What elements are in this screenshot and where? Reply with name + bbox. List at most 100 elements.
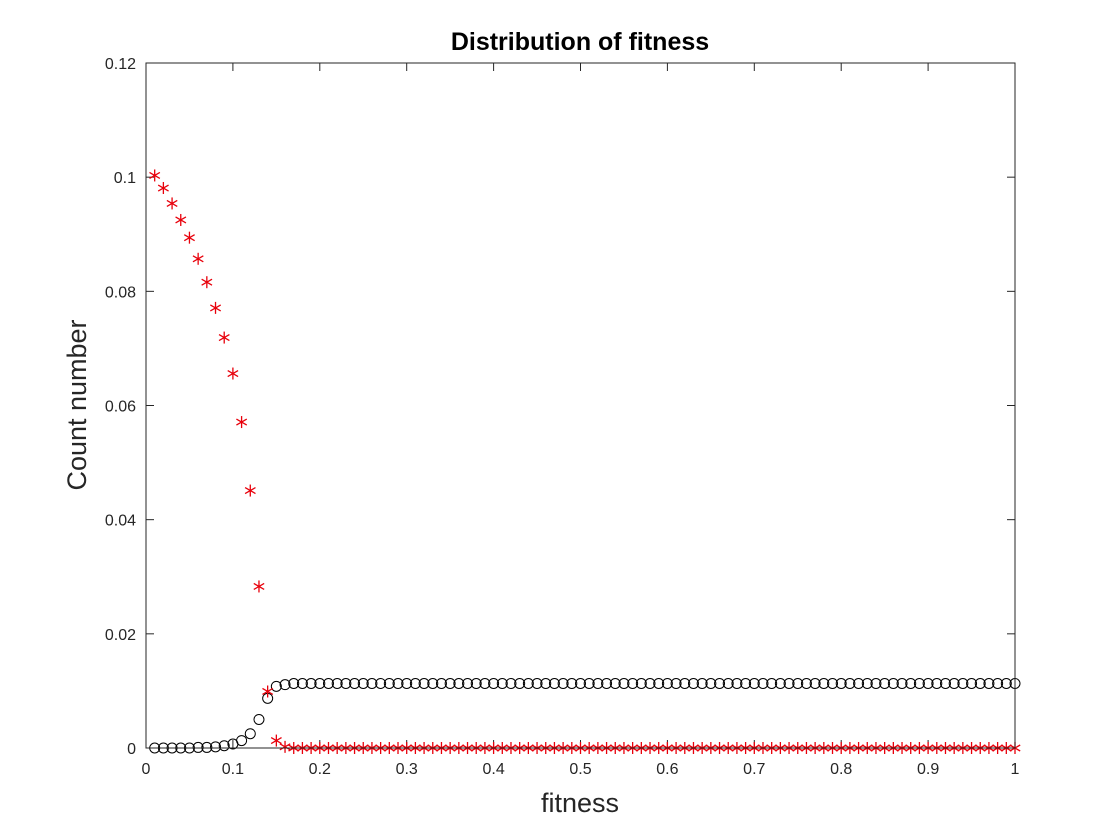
circle-marker-point	[1000, 677, 1012, 689]
x-tick-label: 0.9	[917, 761, 939, 778]
circle-marker-point	[496, 677, 508, 689]
circle-marker-point	[696, 677, 708, 689]
x-tick-label: 0.2	[309, 761, 331, 778]
circle-marker-point	[644, 677, 656, 689]
circle-marker-point	[505, 677, 517, 689]
y-tick-label: 0.06	[105, 399, 136, 416]
circle-marker-point	[687, 677, 699, 689]
circle-marker-point	[748, 677, 760, 689]
circle-marker-point	[818, 677, 830, 689]
circle-marker-point	[253, 713, 265, 725]
circle-marker-point	[462, 677, 474, 689]
circle-marker-point	[861, 677, 873, 689]
circle-marker-point	[740, 677, 752, 689]
circle-marker-point	[757, 677, 769, 689]
circle-marker-point	[896, 677, 908, 689]
x-tick-label: 0.5	[569, 761, 591, 778]
circle-marker-point	[592, 677, 604, 689]
circle-marker-point	[679, 677, 691, 689]
circle-marker-point	[714, 677, 726, 689]
circle-marker-point	[792, 677, 804, 689]
circle-marker-point	[357, 677, 369, 689]
asterisk-marker-point	[175, 213, 187, 226]
circle-marker-point	[383, 677, 395, 689]
circle-marker-point	[635, 677, 647, 689]
circle-marker-point	[557, 677, 569, 689]
circle-marker-point	[540, 677, 552, 689]
circle-marker-point	[618, 677, 630, 689]
x-tick-label: 0.4	[482, 761, 504, 778]
asterisk-marker-point	[201, 276, 213, 289]
circle-marker-point	[435, 677, 447, 689]
circle-marker-point	[270, 680, 282, 692]
circle-marker-point	[627, 677, 639, 689]
circle-marker-point	[427, 677, 439, 689]
circle-marker-point	[800, 677, 812, 689]
circle-marker-point	[844, 677, 856, 689]
circle-marker-point	[349, 677, 361, 689]
x-tick-label: 1	[1011, 761, 1020, 778]
asterisk-marker-point	[244, 484, 256, 497]
circle-marker-point	[453, 677, 465, 689]
circle-marker-point	[340, 677, 352, 689]
circle-marker-point	[957, 677, 969, 689]
asterisk-marker-point	[227, 367, 239, 380]
circle-marker-point	[575, 677, 586, 689]
circle-marker-point	[409, 677, 421, 689]
circle-marker-point	[244, 728, 256, 740]
circle-marker-point	[305, 677, 317, 689]
circle-marker-point	[331, 677, 343, 689]
asterisk-marker-point	[149, 169, 161, 182]
circle-marker-point	[670, 677, 682, 689]
y-axis-label: Count number	[62, 319, 92, 490]
x-tick-label: 0.1	[222, 761, 244, 778]
circle-marker-point	[853, 677, 865, 689]
asterisk-marker-point	[253, 580, 265, 593]
circle-marker-point	[279, 679, 291, 691]
circle-marker-point	[601, 677, 613, 689]
y-tick-label: 0.12	[105, 56, 136, 73]
circle-marker-point	[296, 677, 308, 689]
circle-marker-point	[210, 741, 222, 753]
circle-marker-point	[887, 677, 899, 689]
chart-title: Distribution of fitness	[451, 28, 709, 56]
circle-marker-point	[766, 677, 778, 689]
circle-marker-point	[314, 677, 326, 689]
circle-marker-point	[401, 677, 413, 689]
circle-marker-point	[653, 677, 665, 689]
plot-frame	[145, 62, 1016, 749]
circle-marker-point	[514, 677, 526, 689]
asterisk-marker-point	[279, 740, 291, 753]
asterisk-marker-point	[157, 182, 169, 195]
x-tick-label: 0.6	[656, 761, 678, 778]
circle-marker-point	[974, 677, 986, 689]
circle-marker-point	[774, 677, 786, 689]
circle-marker-point	[609, 677, 621, 689]
circle-marker-point	[913, 677, 925, 689]
asterisk-marker-point	[166, 197, 178, 210]
circle-marker-point	[192, 741, 204, 753]
circle-marker-point	[983, 677, 995, 689]
x-tick-label: 0.3	[396, 761, 418, 778]
circle-marker-point	[288, 677, 300, 689]
y-tick-label: 0.1	[114, 170, 136, 187]
circle-marker-point	[992, 677, 1004, 689]
circle-marker-point	[201, 741, 213, 753]
asterisk-marker-point	[270, 734, 282, 747]
circle-marker-point	[218, 740, 230, 752]
x-tick-label: 0.7	[743, 761, 765, 778]
circle-marker-point	[479, 677, 491, 689]
y-tick-label: 0	[127, 741, 136, 758]
y-tick-label: 0.08	[105, 284, 136, 301]
circle-marker-point	[548, 677, 560, 689]
circle-marker-point	[522, 677, 534, 689]
asterisk-marker-point	[236, 416, 248, 429]
asterisk-marker-point	[192, 252, 204, 265]
circle-marker-point	[827, 677, 839, 689]
x-tick-label: 0	[142, 761, 151, 778]
circle-marker-point	[444, 677, 456, 689]
circle-marker-point	[375, 677, 387, 689]
circle-marker-point	[905, 677, 917, 689]
